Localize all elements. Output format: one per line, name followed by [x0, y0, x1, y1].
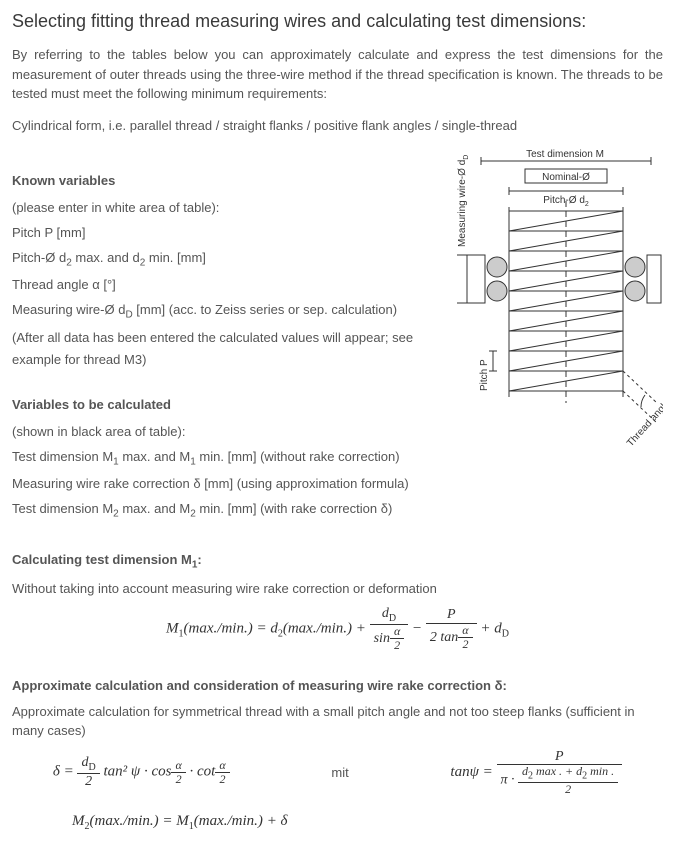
calc-sub: (shown in black area of table): — [12, 421, 441, 443]
diagram-nominal-label: Nominal-Ø — [542, 172, 590, 183]
calc-variables-head: Variables to be calculated — [12, 395, 441, 415]
known-note: (After all data has been entered the cal… — [12, 327, 441, 371]
formula-m2: M2(max./min.) = M1(max./min.) + δ — [12, 810, 663, 834]
m1-head: Calculating test dimension M1: — [12, 550, 663, 573]
known-variables-head: Known variables — [12, 171, 441, 191]
diagram-measuring-wire-label: Measuring wire-Ø dD — [457, 155, 470, 247]
diagram-thread-angle-label: Thread angle α — [625, 391, 663, 449]
delta-sub: Approximate calculation for symmetrical … — [12, 702, 663, 741]
page-title: Selecting fitting thread measuring wires… — [12, 8, 663, 35]
diagram-test-dim-label: Test dimension M — [526, 149, 604, 160]
calc-m2: Test dimension M2 max. and M2 min. [mm] … — [12, 498, 441, 523]
calc-m1: Test dimension M1 max. and M1 min. [mm] … — [12, 446, 441, 471]
known-wire-dia: Measuring wire-Ø dD [mm] (acc. to Zeiss … — [12, 299, 441, 324]
known-pitch-p: Pitch P [mm] — [12, 222, 441, 244]
mit-label: mit — [331, 763, 348, 783]
known-pitch-d2: Pitch-Ø d2 max. and d2 min. [mm] — [12, 247, 441, 272]
diagram-pitch-p-label: Pitch P — [479, 359, 490, 391]
formula-m1: M1(max./min.) = d2(max./min.) + dDsinα2 … — [12, 606, 663, 652]
known-sub: (please enter in white area of table): — [12, 197, 441, 219]
requirements-paragraph: Cylindrical form, i.e. parallel thread /… — [12, 116, 663, 136]
delta-head: Approximate calculation and consideratio… — [12, 676, 663, 696]
formula-delta: δ = dD2 tan² ψ · cosα2 · cotα2 mit tanψ … — [12, 749, 663, 796]
known-thread-angle: Thread angle α [°] — [12, 274, 441, 296]
m1-sub: Without taking into account measuring wi… — [12, 579, 663, 599]
thread-diagram: Test dimension M Nominal-Ø Pitch-Ø d2 Me… — [453, 147, 663, 457]
calc-delta: Measuring wire rake correction δ [mm] (u… — [12, 473, 441, 495]
intro-paragraph: By referring to the tables below you can… — [12, 45, 663, 104]
